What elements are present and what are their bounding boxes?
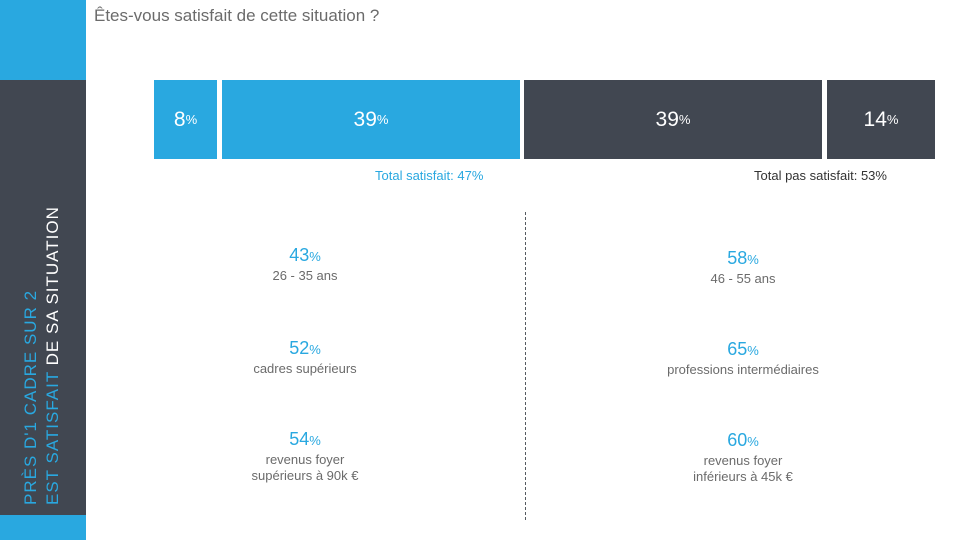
bar-segment-unit: % bbox=[886, 112, 899, 127]
stat-unit: % bbox=[309, 249, 321, 264]
stat-number: 58 bbox=[727, 248, 748, 268]
bar-segment-value: 14 bbox=[863, 107, 887, 131]
stat-label: 46 - 55 ans bbox=[710, 271, 776, 286]
sidebar-panel bbox=[0, 80, 86, 515]
bar-segment-unit: % bbox=[678, 112, 691, 127]
stat-number: 54 bbox=[289, 429, 310, 449]
bar-segment-unit: % bbox=[376, 112, 389, 127]
total-satisfied-label: Total satisfait: 47% bbox=[375, 168, 484, 183]
sidebar-top-accent bbox=[0, 0, 86, 80]
sidebar-headline: Près d'1 cadre sur 2 est satisfait de sa… bbox=[20, 195, 64, 505]
stat-right-category: 65% professions intermédiaires bbox=[623, 338, 863, 378]
bar-segment-rather-unsatisfied: 39% bbox=[524, 80, 822, 159]
stat-unit: % bbox=[747, 252, 759, 267]
stat-value: 65% bbox=[623, 338, 863, 362]
stat-value: 54% bbox=[185, 428, 425, 452]
stat-left-income: 54% revenus foyer supérieurs à 90k € bbox=[185, 428, 425, 484]
sidebar-headline-line1: Près d'1 cadre sur 2 bbox=[21, 289, 40, 505]
sidebar-bottom-accent bbox=[0, 515, 86, 540]
stat-number: 65 bbox=[727, 339, 748, 359]
stat-label: 26 - 35 ans bbox=[272, 268, 338, 283]
stat-unit: % bbox=[309, 433, 321, 448]
stat-value: 58% bbox=[623, 247, 863, 271]
bar-segment-value: 8 bbox=[173, 107, 186, 131]
sidebar-headline-line2: est satisfait de sa situation bbox=[42, 195, 64, 505]
stat-label: cadres supérieurs bbox=[253, 361, 357, 376]
bar-segment-value: 39 bbox=[353, 107, 377, 131]
bar-segment-unit: % bbox=[185, 112, 198, 127]
bar-segment-very-satisfied: 8% bbox=[154, 80, 217, 159]
question-title: Êtes-vous satisfait de cette situation ? bbox=[94, 6, 380, 25]
stat-number: 43 bbox=[289, 245, 310, 265]
stat-unit: % bbox=[747, 434, 759, 449]
stat-right-income: 60% revenus foyer inférieurs à 45k € bbox=[623, 429, 863, 485]
sidebar-headline-rest: de sa situation bbox=[43, 206, 62, 372]
stat-number: 60 bbox=[727, 430, 748, 450]
column-divider bbox=[525, 212, 526, 520]
stat-value: 43% bbox=[185, 244, 425, 268]
bar-segment-very-unsatisfied: 14% bbox=[827, 80, 935, 159]
total-not-satisfied-label: Total pas satisfait: 53% bbox=[754, 168, 887, 183]
stat-label-line2: supérieurs à 90k € bbox=[251, 468, 359, 483]
stat-number: 52 bbox=[289, 338, 310, 358]
stat-value: 52% bbox=[185, 337, 425, 361]
stat-label: professions intermédiaires bbox=[667, 362, 819, 377]
stat-label-line1: revenus foyer bbox=[703, 453, 783, 468]
stat-left-age: 43% 26 - 35 ans bbox=[185, 244, 425, 284]
stat-value: 60% bbox=[623, 429, 863, 453]
stat-left-category: 52% cadres supérieurs bbox=[185, 337, 425, 377]
stat-unit: % bbox=[309, 342, 321, 357]
bar-segment-rather-satisfied: 39% bbox=[222, 80, 520, 159]
stat-right-age: 58% 46 - 55 ans bbox=[623, 247, 863, 287]
sidebar-headline-highlight: est satisfait bbox=[43, 371, 62, 505]
bar-segment-value: 39 bbox=[655, 107, 679, 131]
stat-unit: % bbox=[747, 343, 759, 358]
stat-label-line1: revenus foyer bbox=[265, 452, 345, 467]
stat-label-line2: inférieurs à 45k € bbox=[693, 469, 793, 484]
